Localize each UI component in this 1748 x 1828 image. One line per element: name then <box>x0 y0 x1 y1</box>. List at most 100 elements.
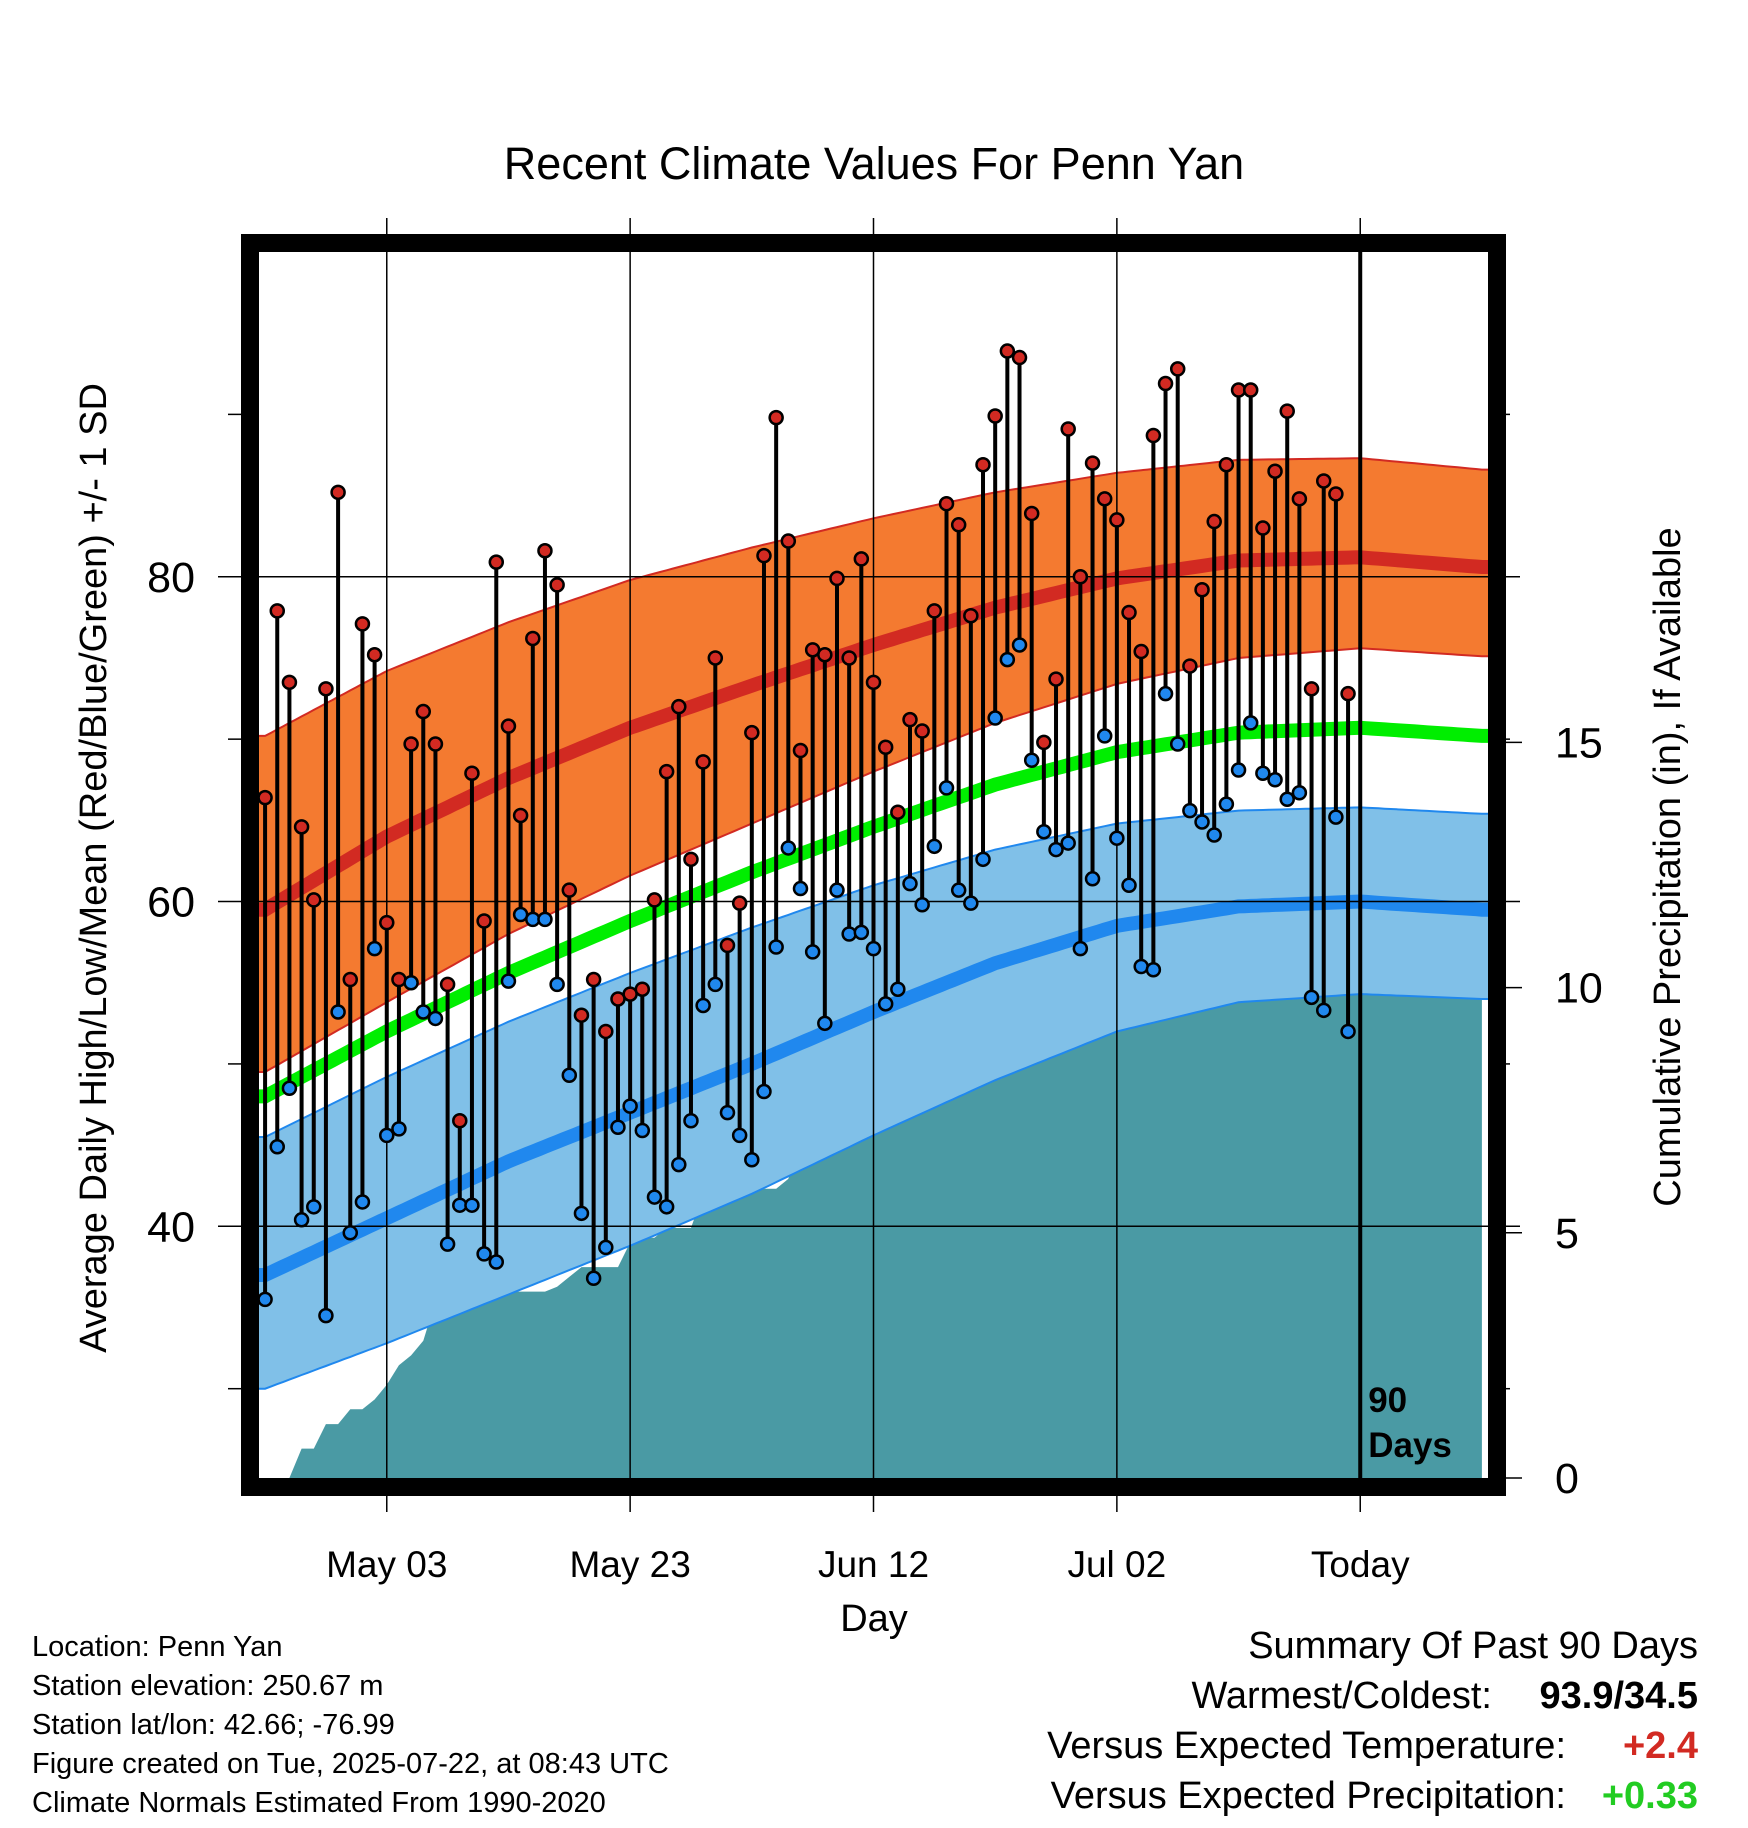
x-tick-label: May 03 <box>326 1544 447 1585</box>
daily-high-point <box>926 603 943 619</box>
daily-low-point <box>829 882 845 898</box>
daily-low-point <box>1072 940 1089 957</box>
daily-low-point <box>1279 791 1295 807</box>
daily-high-point <box>1109 512 1125 528</box>
daily-low-point <box>1169 736 1186 752</box>
daily-high-point <box>476 913 492 929</box>
daily-low-point <box>561 1067 578 1084</box>
y-tick-label: 40 <box>147 1203 195 1251</box>
daily-high-point <box>707 650 724 666</box>
precip-area <box>277 938 1482 1478</box>
station-info: Location: Penn Yan Station elevation: 25… <box>32 1631 669 1819</box>
daily-high-point <box>719 937 736 954</box>
daily-high-point <box>439 976 456 993</box>
daily-low-point <box>902 875 918 892</box>
daily-low-point <box>671 1156 687 1173</box>
daily-low-point <box>914 897 930 913</box>
daily-low-point <box>293 1212 310 1228</box>
x-tick-label: Jun 12 <box>818 1544 929 1585</box>
daily-high-point <box>1023 505 1040 522</box>
daily-high-point <box>877 739 894 756</box>
today-window-label: Days <box>1368 1426 1452 1465</box>
daily-low-point <box>330 1004 346 1020</box>
daily-high-point <box>999 343 1016 359</box>
daily-high-point <box>525 630 541 647</box>
daily-high-point <box>1255 520 1271 536</box>
daily-low-point <box>865 940 882 957</box>
daily-high-point <box>1206 513 1222 530</box>
daily-high-point <box>853 551 870 567</box>
daily-high-point <box>259 789 273 806</box>
daily-low-point <box>354 1194 371 1210</box>
daily-low-point <box>1328 809 1344 825</box>
daily-high-point <box>963 607 979 624</box>
daily-high-point <box>488 554 505 570</box>
daily-high-point <box>1036 734 1052 751</box>
daily-high-point <box>634 981 651 997</box>
daily-low-point <box>1084 871 1101 887</box>
created-text: Figure created on Tue, 2025-07-22, at 08… <box>32 1748 669 1780</box>
daily-low-point <box>938 780 955 796</box>
daily-low-point <box>683 1113 699 1129</box>
daily-high-point <box>537 543 553 559</box>
daily-low-point <box>987 710 1003 726</box>
daily-high-point <box>561 882 578 898</box>
daily-high-point <box>318 681 334 697</box>
y2-axis-label: Cumulative Precipitation (in), If Availa… <box>1647 527 1689 1206</box>
daily-low-point <box>379 1127 395 1144</box>
daily-high-point <box>1133 643 1149 660</box>
daily-low-point <box>1023 752 1040 769</box>
normals-text: Climate Normals Estimated From 1990-2020 <box>32 1787 606 1819</box>
extremes-value: 93.9/34.5 <box>1540 1675 1698 1717</box>
daily-low-point <box>1206 827 1222 843</box>
daily-low-point <box>573 1205 590 1222</box>
precip-anomaly-label: Versus Expected Precipitation: <box>1051 1775 1566 1817</box>
plot-inner: 90 Days <box>259 252 1488 1478</box>
daily-low-point <box>817 1015 833 1032</box>
daily-low-point <box>756 1083 772 1100</box>
daily-low-point <box>1255 765 1271 782</box>
daily-high-point <box>756 547 772 564</box>
daily-high-point <box>950 517 967 533</box>
daily-low-point <box>707 976 724 993</box>
daily-high-point <box>1340 685 1356 702</box>
y-tick-label: 60 <box>147 879 195 927</box>
summary-panel: Summary Of Past 90 Days Warmest/Coldest:… <box>1047 1625 1698 1817</box>
daily-high-point <box>354 616 371 632</box>
daily-low-point <box>877 996 894 1012</box>
latlon-text: Station lat/lon: 42.66; -76.99 <box>32 1709 395 1741</box>
daily-low-point <box>1267 771 1283 788</box>
precip-anomaly-value: +0.33 <box>1602 1775 1698 1817</box>
daily-high-point <box>500 718 517 734</box>
daily-low-point <box>415 1004 432 1020</box>
daily-high-point <box>792 742 809 759</box>
daily-low-point <box>318 1307 334 1324</box>
daily-low-point <box>1230 762 1247 778</box>
daily-high-point <box>1048 671 1064 687</box>
daily-high-point <box>865 674 882 691</box>
daily-high-point <box>938 495 955 512</box>
daily-low-point <box>1011 637 1028 653</box>
daily-high-point <box>829 570 845 587</box>
daily-low-point <box>366 940 383 957</box>
daily-low-point <box>1242 715 1259 731</box>
daily-low-point <box>804 944 821 960</box>
daily-low-point <box>744 1151 760 1168</box>
daily-low-point <box>768 939 784 955</box>
daily-low-point <box>1218 796 1235 812</box>
daily-low-point <box>1096 728 1113 744</box>
daily-high-point <box>415 703 432 720</box>
daily-high-point <box>1096 491 1113 507</box>
daily-low-point <box>391 1121 407 1137</box>
daily-low-point <box>439 1236 456 1252</box>
daily-low-point <box>731 1127 748 1144</box>
daily-high-point <box>1279 403 1295 419</box>
daily-high-point <box>1291 491 1308 507</box>
y2-tick-label: 5 <box>1555 1210 1579 1258</box>
daily-high-point <box>464 765 480 782</box>
daily-high-point <box>987 408 1003 424</box>
location-text: Location: Penn Yan <box>32 1631 282 1663</box>
daily-high-point <box>817 646 833 663</box>
daily-high-point <box>841 650 857 666</box>
